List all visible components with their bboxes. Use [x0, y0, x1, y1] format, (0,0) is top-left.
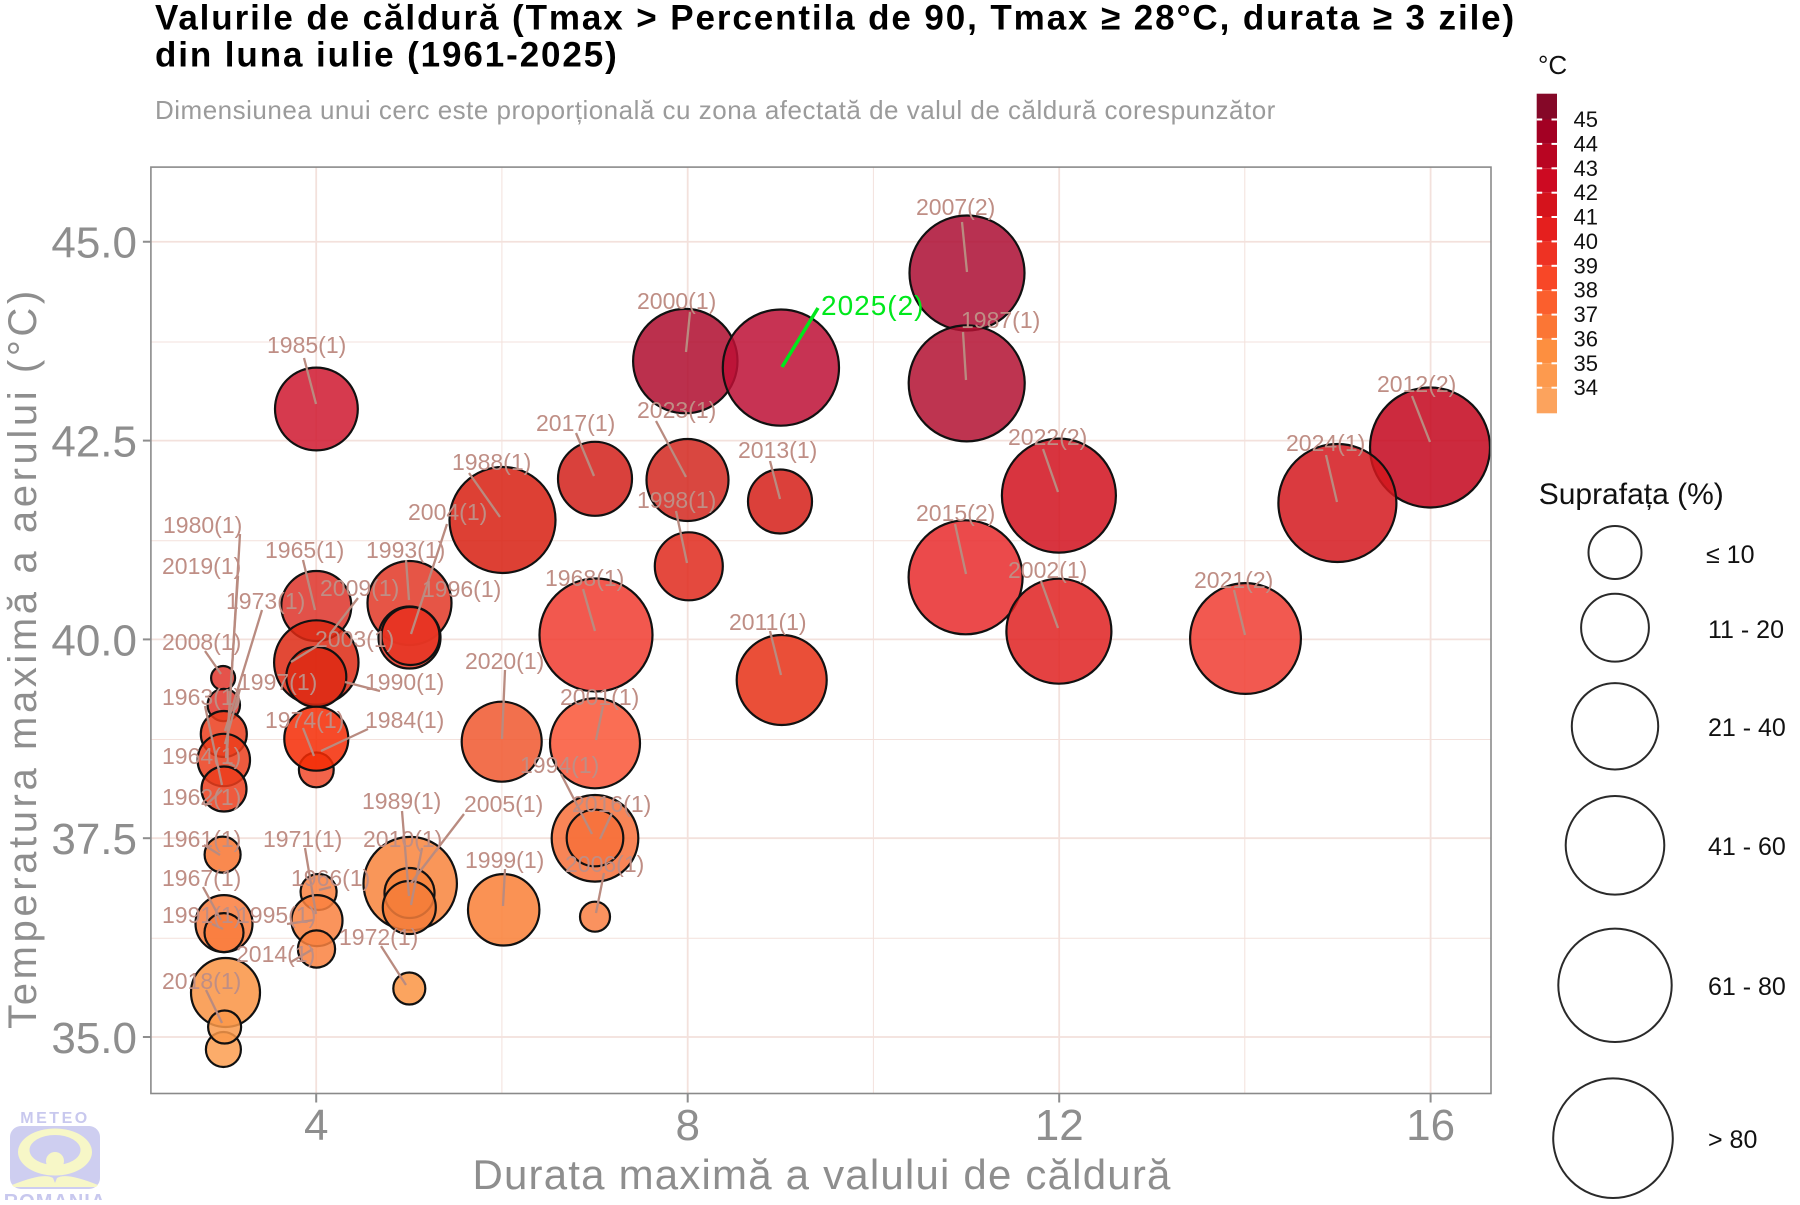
svg-text:39: 39	[1574, 253, 1598, 278]
svg-text:2008(1): 2008(1)	[162, 629, 241, 655]
svg-text:1972(1): 1972(1)	[339, 924, 418, 950]
svg-text:1965(1): 1965(1)	[265, 537, 344, 563]
svg-text:2011(1): 2011(1)	[729, 609, 807, 635]
svg-text:1990(1): 1990(1)	[365, 669, 444, 695]
svg-text:44: 44	[1574, 131, 1598, 156]
svg-text:2019(1): 2019(1)	[162, 553, 241, 579]
svg-text:1999(1): 1999(1)	[465, 847, 544, 873]
svg-text:1973(1): 1973(1)	[226, 588, 305, 614]
svg-text:38: 38	[1574, 278, 1598, 303]
svg-text:2017(1): 2017(1)	[536, 410, 615, 436]
svg-text:36: 36	[1574, 326, 1598, 351]
svg-text:45.0: 45.0	[51, 219, 137, 268]
svg-text:1967(1): 1967(1)	[162, 865, 241, 891]
svg-text:din luna iulie (1961-2025): din luna iulie (1961-2025)	[155, 36, 619, 75]
svg-text:61 - 80: 61 - 80	[1708, 973, 1786, 1001]
svg-text:35.0: 35.0	[51, 1014, 137, 1063]
svg-text:12: 12	[1035, 1101, 1084, 1150]
svg-text:1991(1): 1991(1)	[162, 902, 241, 928]
svg-text:4: 4	[304, 1101, 328, 1150]
svg-text:2025(2): 2025(2)	[821, 290, 925, 321]
svg-text:2006(1): 2006(1)	[565, 851, 644, 877]
svg-text:1964(1): 1964(1)	[162, 743, 241, 769]
svg-text:2003(1): 2003(1)	[315, 626, 394, 652]
svg-text:1996(1): 1996(1)	[422, 576, 501, 602]
svg-text:1998(1): 1998(1)	[637, 487, 716, 513]
svg-text:Dimensiunea unui cerc este pro: Dimensiunea unui cerc este proporțională…	[155, 95, 1276, 125]
svg-text:2014(1): 2014(1)	[236, 941, 315, 967]
svg-text:2021(2): 2021(2)	[1194, 567, 1273, 593]
svg-text:1963(1): 1963(1)	[162, 684, 241, 710]
svg-text:2002(1): 2002(1)	[1008, 557, 1087, 583]
svg-text:1971(1): 1971(1)	[263, 826, 342, 852]
svg-text:1993(1): 1993(1)	[366, 537, 445, 563]
svg-text:45: 45	[1574, 107, 1598, 132]
svg-text:2000(1): 2000(1)	[637, 288, 716, 314]
svg-text:2010(1): 2010(1)	[363, 826, 442, 852]
svg-text:42.5: 42.5	[51, 418, 137, 467]
svg-text:35: 35	[1574, 351, 1598, 376]
svg-text:1989(1): 1989(1)	[362, 788, 441, 814]
svg-text:1995(1): 1995(1)	[237, 902, 316, 928]
svg-text:37: 37	[1574, 302, 1598, 327]
svg-text:1962(1): 1962(1)	[162, 784, 241, 810]
svg-text:40.0: 40.0	[51, 616, 137, 665]
svg-text:16: 16	[1406, 1101, 1455, 1150]
svg-text:41 - 60: 41 - 60	[1708, 833, 1786, 861]
svg-text:2018(1): 2018(1)	[162, 968, 241, 994]
svg-text:2013(1): 2013(1)	[738, 437, 817, 463]
svg-text:1987(1): 1987(1)	[961, 307, 1040, 333]
svg-text:Valurile de căldură (Tmax > Pe: Valurile de căldură (Tmax > Percentila d…	[155, 0, 1516, 38]
svg-text:40: 40	[1574, 229, 1598, 254]
svg-text:1984(1): 1984(1)	[365, 707, 444, 733]
svg-text:°C: °C	[1538, 50, 1567, 80]
svg-text:2012(2): 2012(2)	[1377, 371, 1456, 397]
svg-text:2009(1): 2009(1)	[320, 575, 399, 601]
svg-text:Suprafața (%): Suprafața (%)	[1539, 478, 1724, 511]
svg-text:1966(1): 1966(1)	[291, 865, 370, 891]
svg-text:1994(1): 1994(1)	[520, 752, 599, 778]
svg-text:≤ 10: ≤ 10	[1706, 541, 1754, 569]
svg-text:42: 42	[1574, 180, 1598, 205]
svg-text:1988(1): 1988(1)	[452, 449, 531, 475]
svg-text:2005(1): 2005(1)	[464, 791, 543, 817]
svg-text:37.5: 37.5	[51, 815, 137, 864]
svg-text:2016(1): 2016(1)	[572, 791, 651, 817]
svg-text:21 - 40: 21 - 40	[1708, 714, 1786, 742]
svg-text:2020(1): 2020(1)	[465, 648, 544, 674]
svg-text:2023(1): 2023(1)	[637, 397, 716, 423]
svg-text:34: 34	[1574, 375, 1598, 400]
svg-text:> 80: > 80	[1708, 1126, 1757, 1154]
svg-text:1985(1): 1985(1)	[267, 332, 346, 358]
svg-text:METEO: METEO	[20, 1110, 89, 1127]
svg-text:1968(1): 1968(1)	[545, 565, 624, 591]
svg-text:2001(1): 2001(1)	[560, 684, 639, 710]
svg-text:Temperatura maximă a aerului (: Temperatura maximă a aerului (°C)	[1, 287, 45, 1029]
svg-text:2015(2): 2015(2)	[916, 500, 995, 526]
svg-text:1961(1): 1961(1)	[162, 826, 241, 852]
svg-text:2007(2): 2007(2)	[916, 194, 995, 220]
svg-text:8: 8	[675, 1101, 699, 1150]
svg-text:ROMANIA: ROMANIA	[4, 1191, 107, 1200]
svg-text:11 - 20: 11 - 20	[1708, 616, 1784, 644]
svg-text:1980(1): 1980(1)	[163, 512, 242, 538]
svg-text:2004(1): 2004(1)	[408, 499, 487, 525]
svg-text:1997(1): 1997(1)	[238, 669, 317, 695]
svg-text:1974(1): 1974(1)	[265, 707, 344, 733]
svg-text:2024(1): 2024(1)	[1286, 430, 1365, 456]
svg-text:43: 43	[1574, 156, 1598, 181]
svg-text:41: 41	[1574, 205, 1598, 230]
svg-text:2022(2): 2022(2)	[1008, 424, 1087, 450]
svg-text:Durata maximă a valului de căl: Durata maximă a valului de căldură	[472, 1151, 1171, 1198]
